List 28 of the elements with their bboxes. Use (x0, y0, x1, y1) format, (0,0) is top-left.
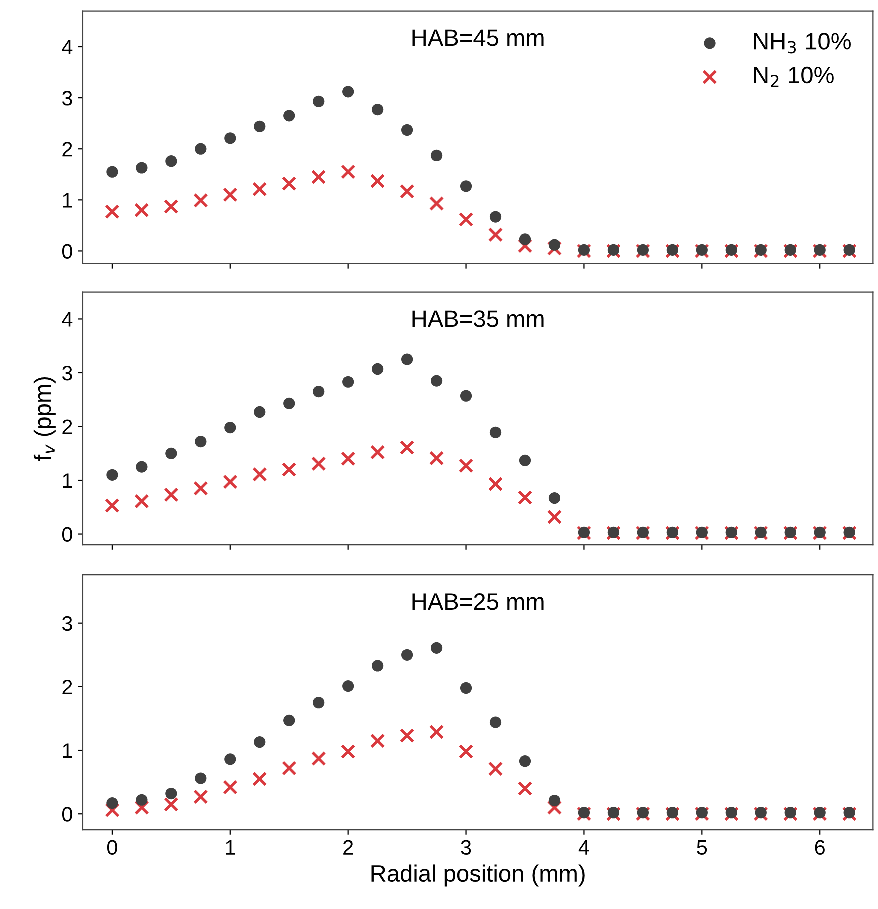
y-tick-label: 4 (62, 312, 73, 327)
y-tick-label: 2 (62, 420, 72, 434)
x-tick-label: 3 (461, 840, 472, 856)
x-tick-label: 5 (697, 840, 708, 856)
legend-label: N$_{2}$ 10% (754, 66, 834, 88)
text: HAB=35 mm (412, 310, 544, 328)
y-tick-label: 4 (62, 40, 73, 55)
y-tick-label: 1 (63, 744, 72, 758)
y-tick-label: 1 (63, 193, 72, 208)
text: HAB=25 mm (412, 594, 544, 610)
x-tick-label: 0 (107, 840, 118, 856)
x-tick-label: 4 (578, 840, 590, 855)
x-tick-label: 6 (815, 840, 825, 856)
y-tick-label: 3 (62, 616, 72, 632)
y-tick-label: 2 (62, 680, 72, 694)
y-tick-label: 3 (62, 366, 72, 381)
text: HAB=45 mm (412, 30, 544, 46)
y-tick-label: 3 (62, 91, 72, 106)
y-tick-label: 1 (63, 474, 72, 488)
x-tick-label: 1 (226, 840, 236, 855)
y-tick-label: 2 (62, 142, 72, 157)
legend-label: NH$_{3}$ 10% (754, 33, 851, 54)
y-tick-label: 0 (62, 244, 72, 259)
x-tick-label: 2 (344, 840, 354, 855)
y-axis-title: f$_{v}$ (ppm) (34, 377, 56, 462)
x-axis-title: Radial position (mm) (372, 864, 585, 887)
y-tick-label: 0 (62, 527, 72, 542)
y-tick-label: 0 (62, 807, 72, 822)
